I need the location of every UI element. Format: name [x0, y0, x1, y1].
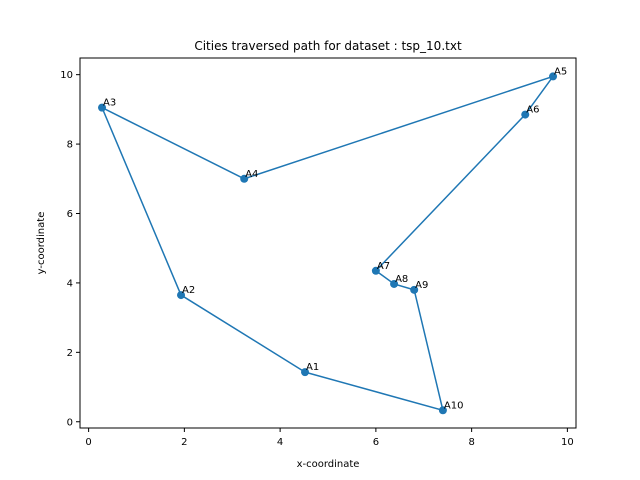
city-label: A10 [444, 400, 464, 411]
x-tick-label: 8 [468, 437, 474, 448]
city-label: A2 [182, 285, 195, 296]
city-point [390, 279, 399, 288]
city-point [177, 291, 186, 300]
y-tick-label: 2 [67, 348, 73, 359]
y-tick-label: 8 [67, 140, 73, 151]
city-point [410, 285, 419, 294]
plot-area: A1 A10 A9 A8 A7 A6 A5 A4 A3 A2 [98, 66, 567, 415]
x-tick-label: 4 [277, 437, 283, 448]
city-label: A6 [526, 105, 539, 116]
y-tick-label: 6 [67, 209, 73, 220]
city-label: A4 [245, 169, 258, 180]
y-axis: 0 2 4 6 8 10 [60, 70, 80, 428]
city-point [98, 103, 107, 112]
city-label: A1 [306, 362, 319, 373]
y-tick-label: 4 [67, 278, 73, 289]
city-label: A7 [377, 261, 390, 272]
x-tick-label: 2 [181, 437, 187, 448]
x-axis-label: x-coordinate [297, 459, 360, 470]
city-point [371, 266, 380, 275]
city-point [549, 72, 558, 81]
city-label: A5 [554, 66, 567, 77]
city-label: A9 [415, 280, 428, 291]
city-label: A8 [395, 274, 408, 285]
city-label: A3 [103, 98, 116, 109]
y-tick-label: 0 [67, 417, 73, 428]
chart-title: Cities traversed path for dataset : tsp_… [194, 39, 462, 53]
city-point [301, 368, 310, 377]
y-axis-label: y-coordinate [36, 212, 47, 275]
axes-frame [79, 57, 577, 429]
x-axis: 0 2 4 6 8 10 [85, 428, 574, 448]
city-point [438, 406, 447, 415]
city-point [240, 174, 249, 183]
city-point [521, 110, 530, 119]
x-tick-label: 10 [561, 437, 574, 448]
x-tick-label: 6 [373, 437, 379, 448]
x-tick-label: 0 [85, 437, 91, 448]
y-tick-label: 10 [60, 70, 73, 81]
